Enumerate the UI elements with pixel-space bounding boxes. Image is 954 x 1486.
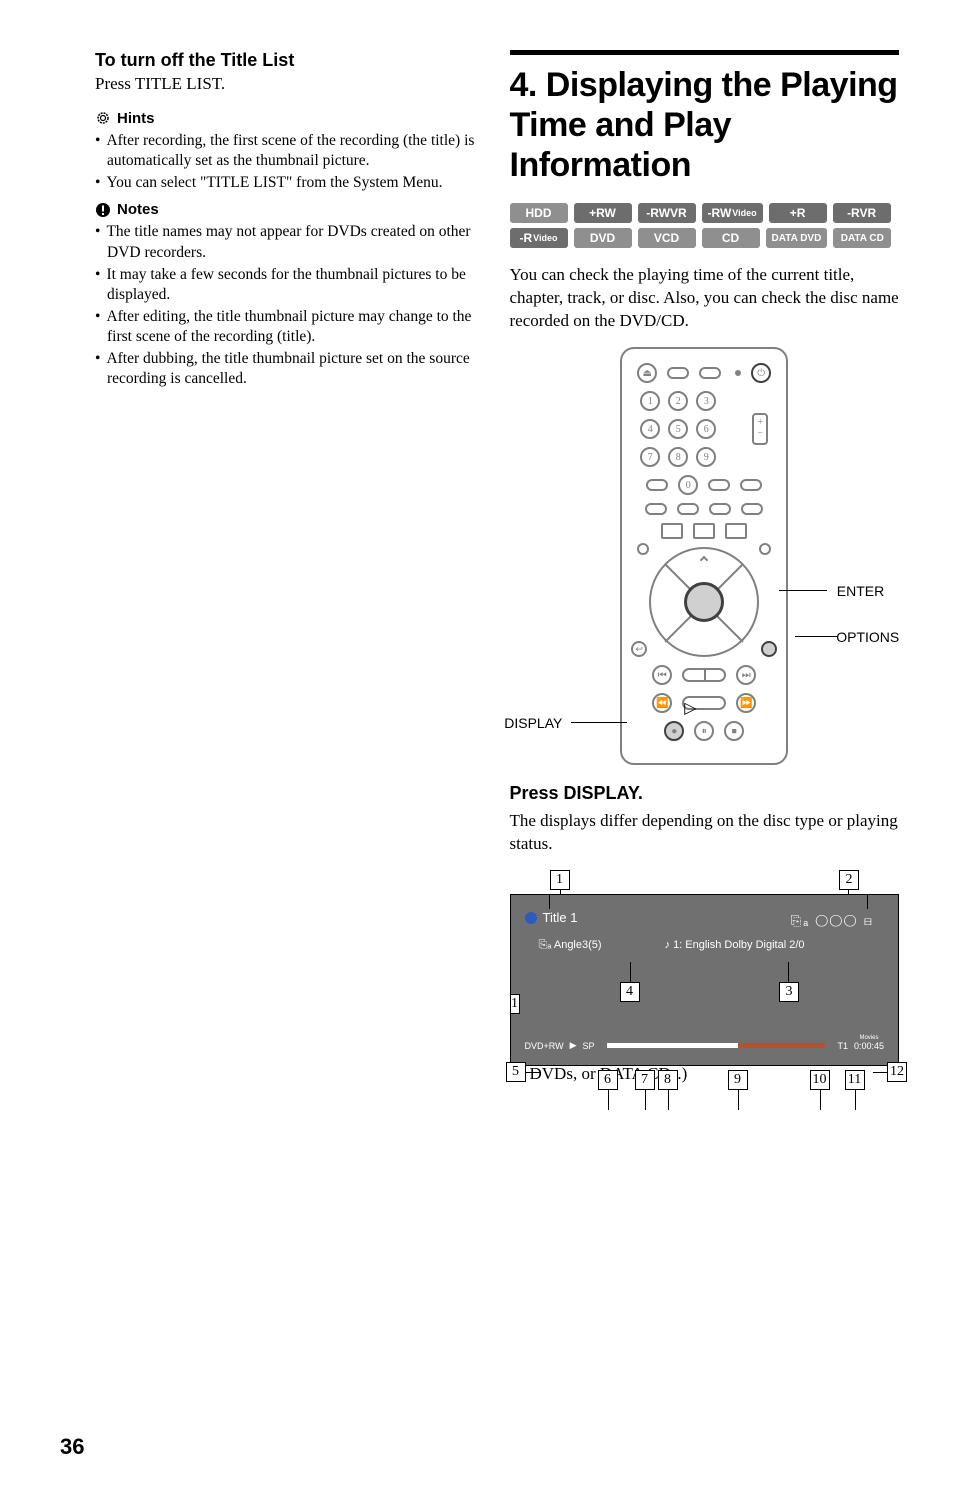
- intro-text: You can check the playing time of the cu…: [510, 264, 900, 333]
- panel-angle: ⎘ₐ Angle3(5): [539, 939, 602, 952]
- panel-mode: SP: [583, 1041, 595, 1051]
- right-column: 4. Displaying the Playing Time and Play …: [510, 50, 900, 1086]
- disc-label-rwvideo: -RWVideo: [702, 203, 763, 223]
- disc-label-datadvd: DATA DVD: [766, 228, 828, 248]
- callout-num-10: 10: [810, 1070, 830, 1090]
- callout-enter: ENTER: [837, 583, 884, 599]
- panel-lower: DVD+RW ▶ SP T1 Movies0:00:45: [525, 1021, 885, 1051]
- panel-audio: ♪ 1: English Dolby Digital 2/0: [665, 939, 805, 951]
- callout-num-12: 12: [887, 1062, 907, 1082]
- disc-label-hdd: HDD: [510, 203, 568, 223]
- item1-num: 1: [510, 994, 520, 1014]
- note-item: It may take a few seconds for the thumbn…: [95, 265, 475, 305]
- panel-time: 0:00:45: [854, 1041, 884, 1051]
- disc-label-vcd: VCD: [638, 228, 696, 248]
- panel-icons: ⎘ₐ ◯◯◯ ⊟: [791, 913, 874, 929]
- hints-label: Hints: [117, 110, 155, 127]
- note-icon: [95, 202, 111, 218]
- callout-num-7: 7: [635, 1070, 655, 1090]
- callout-options: OPTIONS: [836, 629, 899, 645]
- step-title: Press DISPLAY.: [510, 783, 900, 804]
- turn-off-body: Press TITLE LIST.: [95, 73, 475, 96]
- panel-t: T1: [837, 1041, 848, 1051]
- callout-display: DISPLAY: [504, 715, 562, 731]
- hint-icon: [95, 110, 111, 126]
- title-rule: [510, 50, 900, 55]
- note-item: After editing, the title thumbnail pictu…: [95, 307, 475, 347]
- callout-num-2: 2: [839, 870, 859, 890]
- disc-label-rvr: -RVR: [833, 203, 891, 223]
- step-body: The displays differ depending on the dis…: [510, 810, 900, 856]
- hints-header: Hints: [95, 110, 475, 127]
- callout-num-1: 1: [550, 870, 570, 890]
- disc-label-dvd: DVD: [574, 228, 632, 248]
- turn-off-title: To turn off the Title List: [95, 50, 475, 71]
- panel-media: DVD+RW: [525, 1041, 564, 1051]
- notes-list: The title names may not appear for DVDs …: [95, 222, 475, 389]
- main-title: 4. Displaying the Playing Time and Play …: [510, 65, 900, 185]
- hint-item: After recording, the first scene of the …: [95, 131, 475, 171]
- remote-body: ⏏⏻ 123 456 789 +− 0 ↩: [620, 347, 788, 765]
- page-number: 36: [60, 1434, 84, 1460]
- display-button[interactable]: ●: [664, 721, 684, 741]
- callout-num-9: 9: [728, 1070, 748, 1090]
- callout-num-6: 6: [598, 1070, 618, 1090]
- panel-title: Title 1: [543, 910, 578, 925]
- disc-label-datacd: DATA CD: [833, 228, 891, 248]
- notes-header: Notes: [95, 201, 475, 218]
- note-item: The title names may not appear for DVDs …: [95, 222, 475, 262]
- nav-wheel: ↩: [649, 547, 759, 657]
- callout-num-11: 11: [845, 1070, 865, 1090]
- note-item: After dubbing, the title thumbnail pictu…: [95, 349, 475, 389]
- remote-figure: ⏏⏻ 123 456 789 +− 0 ↩: [559, 347, 849, 765]
- display-figure: 1 2 Title 1 ⎘ₐ ◯◯◯ ⊟ ⎘ₐ Angle3(5) ♪ 1: E…: [510, 870, 900, 974]
- disc-label-rwvr: -RWVR: [638, 203, 696, 223]
- disc-label-cd: CD: [702, 228, 760, 248]
- left-column: To turn off the Title List Press TITLE L…: [95, 50, 475, 1086]
- disc-labels: HDD +RW -RWVR -RWVideo +R -RVR -RVideo D…: [510, 203, 900, 248]
- panel-progress: [607, 1043, 826, 1048]
- display-panel: Title 1 ⎘ₐ ◯◯◯ ⊟ ⎘ₐ Angle3(5) ♪ 1: Engli…: [510, 894, 900, 1066]
- callout-num-8: 8: [658, 1070, 678, 1090]
- disc-label-rvideo: -RVideo: [510, 228, 568, 248]
- disc-label-plusrw: +RW: [574, 203, 632, 223]
- disc-label-plusr: +R: [769, 203, 827, 223]
- hint-item: You can select "TITLE LIST" from the Sys…: [95, 173, 475, 193]
- hints-list: After recording, the first scene of the …: [95, 131, 475, 193]
- callout-num-5: 5: [506, 1062, 526, 1082]
- options-button[interactable]: [761, 641, 777, 657]
- notes-label: Notes: [117, 201, 159, 218]
